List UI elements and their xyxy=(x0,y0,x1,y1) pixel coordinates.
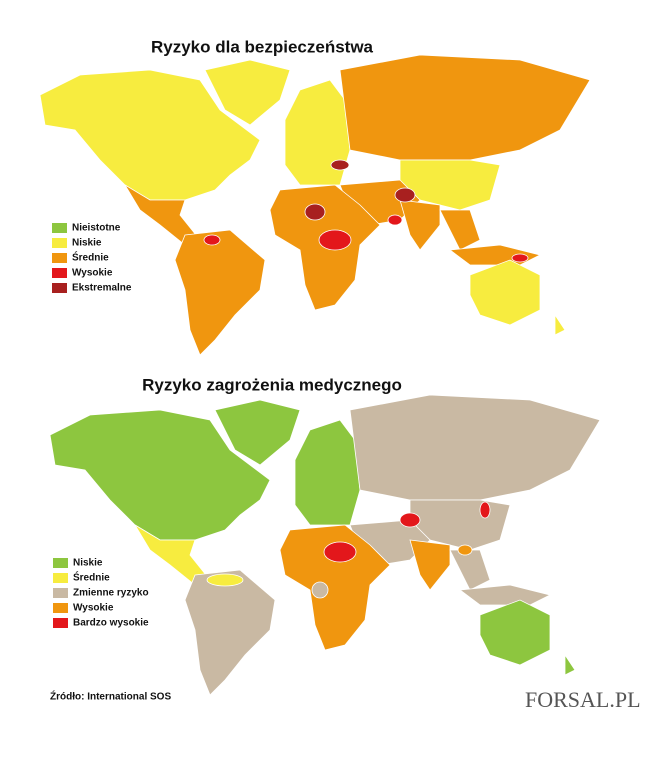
region xyxy=(294,419,361,526)
legend-label: Średnie xyxy=(72,251,109,264)
region xyxy=(203,234,221,246)
region xyxy=(311,581,329,599)
region xyxy=(479,501,491,519)
map-title: Ryzyko zagrożenia medycznego xyxy=(142,375,402,394)
legend-label: Bardzo wysokie xyxy=(73,618,149,629)
region xyxy=(387,214,403,226)
region xyxy=(323,541,357,563)
legend-swatch xyxy=(52,268,67,278)
legend-label: Zmienne ryzyko xyxy=(73,588,149,599)
legend-label: Nieistotne xyxy=(72,223,121,234)
region xyxy=(554,313,566,336)
region xyxy=(279,524,391,651)
world-map: Nieistotne Niskie Średnie Wysokie Ekstremaln… xyxy=(39,54,591,356)
legend-label: Niskie xyxy=(73,558,103,569)
region xyxy=(479,599,551,666)
legend-label: Wysokie xyxy=(73,603,114,614)
source: Źródło: International SOS xyxy=(50,690,171,703)
region xyxy=(349,394,601,501)
region xyxy=(409,539,451,591)
legend-swatch xyxy=(52,283,67,293)
region xyxy=(564,653,576,676)
region xyxy=(174,229,266,356)
region xyxy=(399,199,441,251)
region xyxy=(457,544,473,556)
region xyxy=(339,54,591,161)
region xyxy=(206,573,244,587)
region xyxy=(184,569,276,696)
legend-swatch xyxy=(53,588,68,598)
legend-label: Średnie xyxy=(73,571,110,584)
legend-swatch xyxy=(52,223,67,233)
region xyxy=(439,209,481,251)
region xyxy=(458,584,552,606)
legend-swatch xyxy=(52,253,67,263)
region xyxy=(330,159,350,171)
legend-swatch xyxy=(53,558,68,568)
map-title: Ryzyko dla bezpieczeństwa xyxy=(151,37,374,56)
legend-swatch xyxy=(53,573,68,583)
region xyxy=(394,187,416,203)
region xyxy=(399,512,421,528)
region xyxy=(49,409,271,541)
region xyxy=(318,229,352,251)
legend-swatch xyxy=(53,603,68,613)
legend-label: Wysokie xyxy=(72,268,113,279)
region xyxy=(469,259,541,326)
region xyxy=(204,59,291,126)
logo: FORSAL.PL xyxy=(525,687,641,712)
region xyxy=(39,69,261,201)
legend-swatch xyxy=(52,238,67,248)
region xyxy=(304,203,326,221)
region xyxy=(449,549,491,591)
region xyxy=(214,399,301,466)
region xyxy=(511,253,529,263)
legend-label: Niskie xyxy=(72,238,102,249)
world-map: Niskie Średnie Zmienne ryzyko Wysokie Bardzo… xyxy=(49,394,601,696)
legend-swatch xyxy=(53,618,68,628)
legend-label: Ekstremalne xyxy=(72,283,132,294)
